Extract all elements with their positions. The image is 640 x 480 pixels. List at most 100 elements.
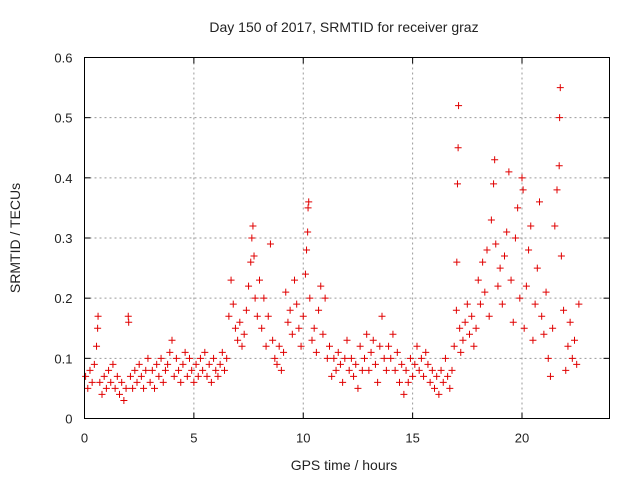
data-point	[494, 282, 502, 290]
data-point	[556, 114, 564, 122]
data-point	[137, 372, 145, 380]
data-point	[529, 336, 537, 344]
data-point	[129, 384, 137, 392]
data-point	[487, 216, 495, 224]
data-point	[417, 354, 425, 362]
data-point	[291, 276, 298, 284]
data-point	[485, 312, 493, 320]
data-point	[203, 372, 211, 380]
data-point	[183, 372, 191, 380]
data-point	[456, 324, 464, 332]
data-point	[422, 348, 430, 356]
data-point	[556, 84, 564, 92]
data-point	[354, 384, 362, 392]
data-point	[100, 372, 108, 380]
data-point	[280, 348, 288, 356]
data-point	[319, 330, 327, 338]
data-point	[347, 354, 355, 362]
data-point	[426, 378, 434, 386]
data-point	[444, 372, 452, 380]
data-point	[466, 330, 473, 338]
x-axis-title: GPS time / hours	[291, 457, 398, 473]
y-axis-title: SRMTID / TECUs	[7, 183, 23, 293]
data-point	[380, 354, 388, 362]
data-point	[155, 372, 163, 380]
data-point	[371, 360, 379, 368]
data-point	[210, 354, 218, 362]
data-point	[369, 336, 377, 344]
data-point	[286, 306, 294, 314]
data-point	[247, 258, 255, 266]
data-point	[350, 372, 358, 380]
data-point	[341, 354, 349, 362]
data-point	[177, 378, 185, 386]
data-point	[533, 264, 541, 272]
data-point	[140, 384, 148, 392]
data-point	[409, 372, 417, 380]
data-point	[303, 246, 311, 254]
data-point	[474, 276, 482, 284]
data-point	[194, 372, 202, 380]
data-point	[498, 300, 506, 308]
data-point	[133, 378, 141, 386]
data-point	[431, 384, 438, 392]
data-point	[520, 324, 528, 332]
data-point	[248, 234, 256, 242]
data-point	[424, 360, 432, 368]
data-point	[214, 372, 222, 380]
data-point	[159, 378, 167, 386]
data-point	[453, 258, 461, 266]
data-point	[575, 300, 583, 308]
data-point	[310, 324, 318, 332]
data-point	[459, 336, 467, 344]
data-point	[420, 372, 428, 380]
data-point	[378, 312, 386, 320]
data-point	[295, 324, 303, 332]
data-point	[389, 330, 397, 338]
data-point	[326, 342, 333, 350]
data-point	[179, 360, 187, 368]
data-point	[566, 318, 574, 326]
tick-labels: 0 5 10 15 20 0 0.1 0.2 0.3 0.4 0.5 0.6	[54, 51, 529, 446]
data-point	[288, 330, 296, 338]
data-point	[113, 372, 121, 380]
data-point	[507, 276, 515, 284]
data-point	[470, 342, 478, 350]
data-point	[525, 246, 533, 254]
data-point	[411, 360, 419, 368]
data-point	[571, 336, 578, 344]
data-point	[284, 318, 292, 326]
data-point	[260, 294, 268, 302]
data-point	[157, 354, 165, 362]
y-tick-label: 0.3	[54, 231, 72, 246]
data-point	[238, 342, 246, 350]
y-tick-label: 0	[65, 412, 72, 427]
data-point	[282, 288, 290, 296]
data-point	[446, 384, 454, 392]
data-point	[94, 312, 102, 320]
data-point	[568, 354, 576, 362]
data-point	[188, 366, 196, 374]
data-point	[190, 378, 198, 386]
data-point	[264, 312, 272, 320]
data-point	[511, 234, 519, 242]
data-points	[82, 84, 583, 404]
data-point	[242, 306, 250, 314]
data-point	[250, 252, 258, 260]
data-point	[490, 180, 498, 188]
data-point	[396, 378, 403, 386]
data-point	[540, 330, 548, 338]
data-point	[258, 324, 266, 332]
data-point	[131, 366, 139, 374]
data-point	[468, 312, 476, 320]
data-point	[299, 312, 307, 320]
data-point	[332, 366, 340, 374]
data-point	[457, 348, 465, 356]
data-point	[122, 384, 130, 392]
data-point	[253, 312, 261, 320]
data-point	[86, 366, 94, 374]
data-point	[439, 378, 447, 386]
data-point	[501, 252, 508, 260]
data-point	[402, 366, 410, 374]
data-point	[249, 222, 257, 230]
